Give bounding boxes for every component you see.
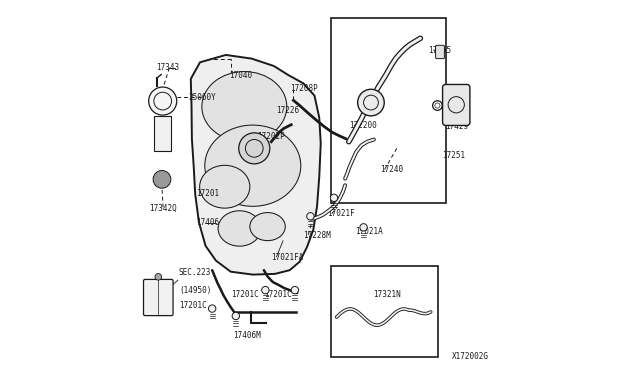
- Circle shape: [262, 286, 269, 294]
- Polygon shape: [191, 55, 321, 275]
- Text: 17342Q: 17342Q: [149, 203, 177, 213]
- Text: (14950): (14950): [179, 286, 211, 295]
- Text: 17201C: 17201C: [230, 291, 259, 299]
- Circle shape: [148, 87, 177, 115]
- Bar: [154, 116, 171, 151]
- Text: 17321N: 17321N: [374, 291, 401, 299]
- Text: 17201C: 17201C: [179, 301, 207, 311]
- Circle shape: [360, 224, 367, 231]
- Text: 17021FA: 17021FA: [271, 253, 303, 263]
- Text: 17343: 17343: [156, 63, 179, 72]
- Text: 17255: 17255: [428, 46, 451, 55]
- Ellipse shape: [202, 71, 287, 142]
- Text: 25060Y: 25060Y: [189, 93, 217, 102]
- Circle shape: [291, 286, 299, 294]
- Circle shape: [330, 194, 338, 202]
- Text: 17228M: 17228M: [303, 231, 331, 240]
- Text: 17021F: 17021F: [328, 209, 355, 218]
- Bar: [331, 18, 445, 203]
- Circle shape: [209, 305, 216, 312]
- Text: 17201: 17201: [196, 189, 220, 198]
- Text: 17429: 17429: [445, 122, 468, 131]
- Ellipse shape: [205, 125, 301, 206]
- Text: 17406: 17406: [196, 218, 220, 227]
- Text: SEC.223: SEC.223: [179, 268, 211, 277]
- Circle shape: [153, 170, 171, 188]
- Text: 172200: 172200: [349, 121, 376, 129]
- FancyBboxPatch shape: [143, 279, 173, 315]
- Circle shape: [232, 312, 239, 320]
- Text: 17201C: 17201C: [264, 291, 292, 299]
- Circle shape: [155, 273, 162, 280]
- Circle shape: [239, 133, 270, 164]
- Text: 17040: 17040: [230, 71, 253, 80]
- Ellipse shape: [250, 212, 285, 241]
- Text: 17208P: 17208P: [290, 84, 317, 93]
- FancyBboxPatch shape: [443, 84, 470, 125]
- Text: 17021A: 17021A: [355, 227, 383, 235]
- Text: X172002G: X172002G: [452, 352, 489, 361]
- Circle shape: [307, 212, 314, 220]
- Text: 17406M: 17406M: [233, 331, 261, 340]
- Text: 17240: 17240: [380, 165, 403, 174]
- Text: 17251: 17251: [443, 151, 466, 160]
- Ellipse shape: [218, 211, 261, 246]
- Text: 17226: 17226: [276, 106, 300, 115]
- Circle shape: [358, 89, 384, 116]
- Ellipse shape: [200, 165, 250, 208]
- FancyBboxPatch shape: [436, 45, 444, 59]
- Bar: [331, 266, 438, 357]
- Text: 17202P: 17202P: [257, 132, 285, 141]
